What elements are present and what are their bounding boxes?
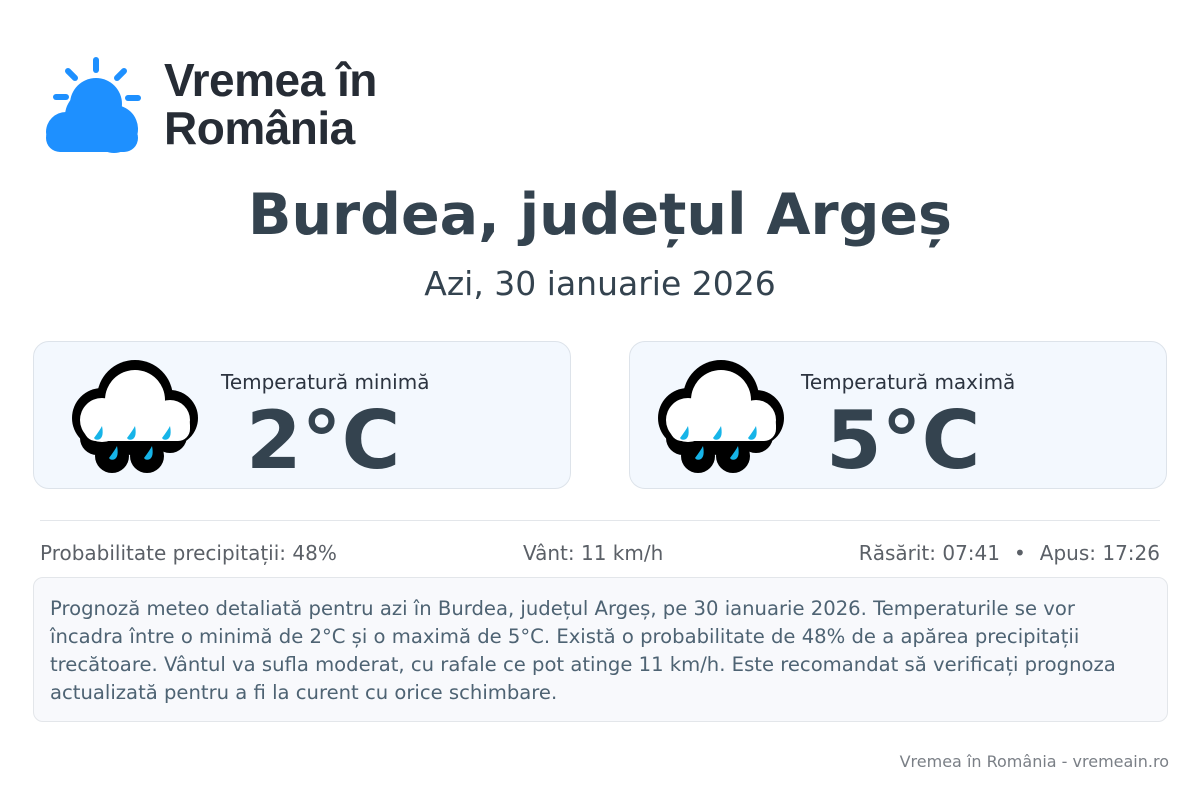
logo: Vremea în România (36, 54, 377, 154)
rain-cloud-icon (658, 360, 784, 473)
separator-dot: • (1013, 541, 1026, 565)
sunset-stat: Apus: 17:26 (1039, 541, 1160, 565)
logo-line2: România (164, 102, 355, 154)
min-temperature-value: 2°C (246, 394, 401, 487)
sun-cloud-icon (46, 57, 141, 153)
max-temperature-card: Temperatură maximă 5°C (629, 341, 1167, 489)
wind-stat: Vânt: 11 km/h (523, 541, 664, 565)
sun-times: Răsărit: 07:41 • Apus: 17:26 (859, 541, 1160, 565)
page-title: Burdea, județul Argeș (248, 182, 952, 248)
max-temperature-value: 5°C (826, 394, 981, 487)
logo-line1: Vremea în (164, 54, 377, 106)
date-subtitle: Azi, 30 ianuarie 2026 (424, 264, 776, 303)
min-temperature-label: Temperatură minimă (221, 370, 430, 394)
divider (40, 520, 1160, 521)
precipitation-stat: Probabilitate precipitații: 48% (40, 541, 337, 565)
min-temperature-card: Temperatură minimă 2°C (33, 341, 571, 489)
footer-credit: Vremea în România - vremeain.ro (899, 752, 1169, 771)
max-temperature-label: Temperatură maximă (801, 370, 1016, 394)
forecast-description: Prognoză meteo detaliată pentru azi în B… (33, 577, 1168, 722)
rain-cloud-icon (72, 360, 198, 473)
sunrise-stat: Răsărit: 07:41 (858, 541, 1000, 565)
